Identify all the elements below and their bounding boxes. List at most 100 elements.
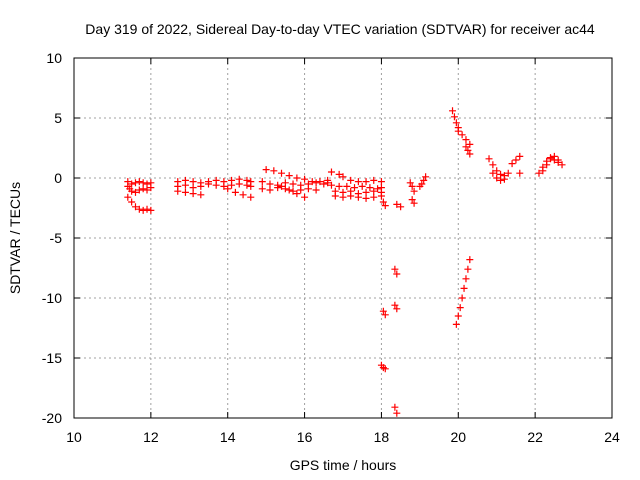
data-point (393, 270, 401, 278)
x-tick-label: 22 (527, 429, 543, 445)
data-point (408, 196, 416, 204)
data-point (270, 167, 278, 175)
data-point (410, 187, 418, 195)
data-point (347, 176, 355, 184)
data-point (181, 181, 189, 189)
data-point (420, 176, 428, 184)
data-point (377, 178, 385, 186)
series-seg-b4 (224, 185, 255, 201)
data-point (262, 166, 270, 174)
data-point (293, 174, 301, 182)
data-point (543, 161, 551, 169)
x-axis-title: GPS time / hours (290, 457, 397, 473)
data-point (489, 161, 497, 169)
data-point (489, 169, 497, 177)
data-point (460, 284, 468, 292)
data-point (281, 185, 289, 193)
data-point (301, 175, 309, 183)
data-point (464, 146, 472, 154)
x-tick-labels: 10 12 14 16 18 20 22 24 (66, 429, 620, 445)
series-seg-e3 (408, 196, 418, 207)
data-point (247, 193, 255, 201)
data-point (370, 193, 378, 201)
data-point (258, 178, 266, 186)
data-point (462, 136, 470, 144)
data-point (452, 119, 460, 127)
x-tick-label: 20 (450, 429, 466, 445)
data-point (128, 180, 136, 188)
data-point (452, 320, 460, 328)
data-point (362, 178, 370, 186)
data-point (370, 187, 378, 195)
chart-title: Day 319 of 2022, Sidereal Day-to-day VTE… (85, 21, 595, 37)
data-point (391, 403, 399, 411)
data-point (339, 173, 347, 181)
data-point (312, 179, 320, 187)
data-point (362, 188, 370, 196)
data-point (362, 194, 370, 202)
data-point (143, 205, 151, 213)
data-point (381, 202, 389, 210)
data-point (293, 190, 301, 198)
data-point (274, 184, 282, 192)
data-point (462, 143, 470, 151)
data-point (493, 174, 501, 182)
data-point (354, 178, 362, 186)
series-seg-j2 (539, 155, 562, 175)
series-seg-d4 (331, 192, 385, 202)
data-point (189, 190, 197, 198)
data-point (335, 170, 343, 178)
data-point (408, 182, 416, 190)
data-point (485, 155, 493, 163)
data-point (450, 113, 458, 121)
data-point (535, 169, 543, 177)
data-point (189, 184, 197, 192)
data-point (466, 140, 474, 148)
data-point (312, 186, 320, 194)
data-point (366, 184, 374, 192)
data-point (131, 179, 139, 187)
series-seg-a2 (124, 182, 155, 196)
data-point (285, 172, 293, 180)
data-point (454, 127, 462, 135)
data-point (458, 131, 466, 139)
series-seg-g2 (454, 127, 474, 148)
data-point (128, 198, 136, 206)
series-seg-f5 (391, 403, 401, 417)
data-point (131, 203, 139, 211)
data-point (508, 160, 516, 168)
series-seg-f1 (379, 307, 389, 319)
data-point (181, 188, 189, 196)
data-point (554, 158, 562, 166)
data-point (370, 176, 378, 184)
series-seg-h1 (452, 256, 474, 328)
data-point (397, 203, 405, 211)
series-seg-i3 (508, 152, 524, 168)
data-point (466, 150, 474, 158)
data-point (243, 181, 251, 189)
y-tick-label: -20 (42, 410, 62, 426)
data-point (504, 169, 512, 177)
data-point (331, 192, 339, 200)
data-point (462, 275, 470, 283)
data-point (354, 193, 362, 201)
series-seg-f3 (391, 265, 401, 278)
data-point (320, 180, 328, 188)
series-seg-b3 (174, 187, 205, 199)
data-point (516, 169, 524, 177)
data-point (247, 182, 255, 190)
data-point (327, 168, 335, 176)
x-tick-label: 24 (604, 429, 620, 445)
data-point (266, 180, 274, 188)
data-point (197, 182, 205, 190)
data-point (374, 185, 382, 193)
data-point (379, 198, 387, 206)
data-point (391, 301, 399, 309)
data-point (493, 167, 501, 175)
x-tick-label: 18 (374, 429, 390, 445)
data-point (308, 178, 316, 186)
data-point (304, 185, 312, 193)
data-point (205, 180, 212, 188)
y-tick-label: 5 (54, 110, 62, 126)
data-point (289, 187, 297, 195)
